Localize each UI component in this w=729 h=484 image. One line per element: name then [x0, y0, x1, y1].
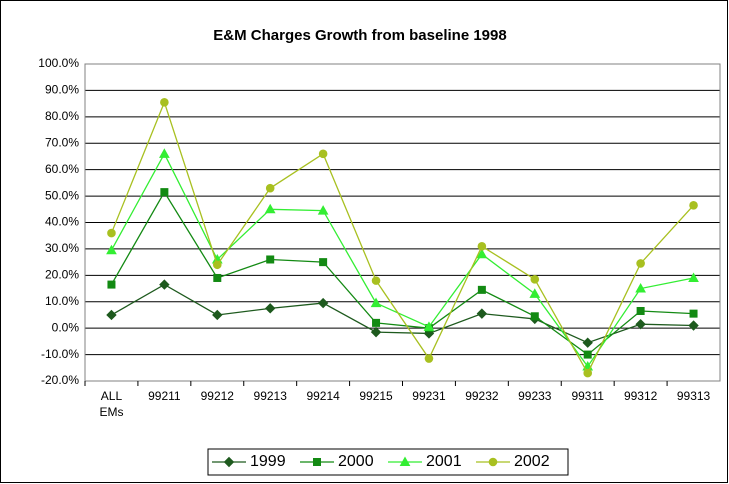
marker — [212, 260, 222, 270]
series-line — [110, 100, 695, 375]
marker — [106, 309, 117, 321]
marker — [213, 273, 222, 282]
marker — [313, 458, 321, 466]
marker — [266, 255, 275, 264]
marker — [688, 320, 699, 331]
marker — [688, 272, 699, 282]
marker — [264, 203, 276, 214]
marker — [582, 337, 593, 348]
marker — [583, 368, 593, 378]
marker — [159, 279, 170, 290]
y-tick-label: 60.0% — [45, 162, 79, 176]
x-tick-label: 99313 — [677, 389, 711, 403]
marker — [635, 318, 646, 330]
y-tick-label: 70.0% — [45, 135, 79, 149]
marker — [265, 303, 276, 314]
marker — [477, 241, 487, 251]
marker — [476, 308, 488, 319]
marker — [317, 297, 329, 309]
marker — [319, 258, 328, 267]
legend-label: 1999 — [250, 453, 286, 470]
marker — [160, 98, 169, 107]
y-tick-label: 40.0% — [45, 215, 79, 229]
y-tick-label: 90.0% — [45, 83, 79, 97]
marker — [636, 259, 645, 268]
marker — [318, 149, 328, 159]
x-tick-label: 99211 — [148, 389, 181, 403]
marker — [370, 326, 382, 338]
legend-label: 2001 — [426, 453, 462, 470]
y-tick-label: 100.0% — [38, 56, 79, 70]
chart-title: E&M Charges Growth from baseline 1998 — [213, 27, 506, 44]
x-tick-label: 99215 — [359, 389, 393, 403]
series-line — [111, 283, 694, 344]
marker — [423, 321, 435, 331]
x-tick-label: 99213 — [254, 389, 288, 403]
marker — [265, 183, 275, 193]
y-tick-label: 80.0% — [45, 109, 79, 123]
marker — [689, 309, 698, 318]
marker — [583, 350, 592, 359]
y-tick-label: 50.0% — [45, 188, 79, 202]
marker — [223, 456, 235, 468]
y-tick-label: 30.0% — [45, 241, 79, 255]
marker — [107, 228, 116, 238]
x-tick-label: 99214 — [306, 389, 340, 403]
marker — [372, 318, 381, 327]
y-tick-label: 10.0% — [45, 294, 79, 308]
x-tick-label: 99311 — [571, 389, 604, 403]
x-tick-label: 99212 — [201, 389, 235, 403]
x-tick-label: 99312 — [624, 389, 658, 403]
marker — [530, 312, 539, 321]
y-tick-label: 20.0% — [45, 268, 79, 282]
marker — [159, 148, 170, 158]
marker — [317, 205, 329, 215]
legend-label: 2000 — [338, 453, 374, 470]
x-tick-label: 99232 — [465, 389, 499, 403]
x-tick-label: ALL EMs — [99, 389, 123, 419]
marker — [488, 457, 498, 467]
legend-label: 2002 — [514, 453, 550, 470]
marker — [689, 201, 698, 210]
x-tick-label: 99231 — [412, 389, 446, 403]
marker — [529, 288, 541, 298]
marker — [477, 285, 486, 294]
x-tick-label: 99233 — [518, 389, 552, 403]
y-tick-label: -10.0% — [41, 347, 79, 361]
marker — [212, 309, 223, 321]
marker — [399, 456, 411, 466]
marker — [160, 188, 169, 197]
marker — [424, 354, 434, 363]
y-tick-label: 0.0% — [52, 320, 80, 334]
marker — [635, 283, 646, 293]
marker — [476, 248, 488, 259]
marker — [636, 306, 645, 315]
series-line — [110, 190, 694, 356]
marker — [106, 244, 117, 255]
marker — [530, 274, 540, 284]
marker — [107, 280, 116, 289]
y-tick-label: -20.0% — [41, 373, 79, 387]
marker — [370, 297, 382, 308]
marker — [371, 276, 381, 285]
